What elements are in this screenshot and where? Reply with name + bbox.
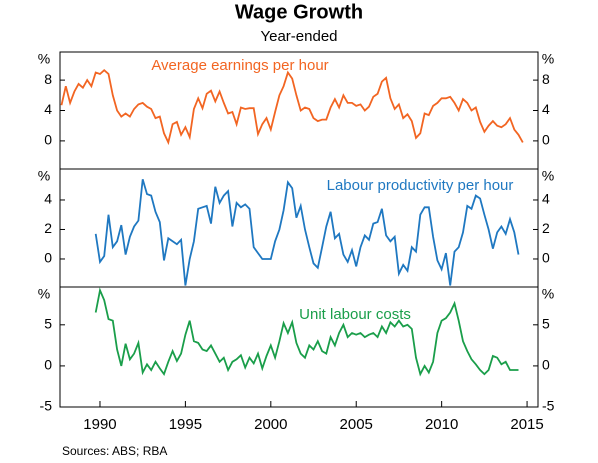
y2-tick-label: 4 — [542, 191, 550, 207]
series-label: Average earnings per hour — [151, 57, 328, 74]
x-tick-label: 2005 — [340, 416, 373, 433]
y2-tick-label: 0 — [542, 357, 550, 373]
data-line — [94, 287, 519, 377]
y-tick-label: 8 — [44, 71, 52, 87]
y2-unit-label: % — [542, 286, 554, 302]
chart-title: Wage Growth — [235, 1, 363, 23]
series-label: Unit labour costs — [299, 306, 411, 323]
series-label: Labour productivity per hour — [327, 177, 514, 194]
data-line — [60, 68, 524, 146]
y2-tick-label: 8 — [542, 71, 550, 87]
y-tick-label: 5 — [44, 316, 52, 332]
y-tick-label: 2 — [44, 220, 52, 236]
source-note: Sources: ABS; RBA — [62, 444, 167, 458]
data-line — [94, 179, 520, 286]
y-tick-label: 0 — [44, 357, 52, 373]
x-tick-label: 2015 — [510, 416, 543, 433]
y-tick-label: 4 — [44, 101, 52, 117]
y2-unit-label: % — [542, 168, 554, 184]
y-tick-label: -5 — [40, 398, 53, 414]
y-unit-label: % — [38, 168, 50, 184]
y2-tick-label: -5 — [542, 398, 555, 414]
x-tick-label: 2010 — [425, 416, 458, 433]
y2-tick-label: 5 — [542, 316, 550, 332]
panel-frame — [59, 286, 539, 408]
x-tick-label: 1990 — [83, 416, 116, 433]
y2-tick-label: 2 — [542, 220, 550, 236]
y-tick-label: 4 — [44, 191, 52, 207]
y2-tick-label: 0 — [542, 132, 550, 148]
y-tick-label: 0 — [44, 132, 52, 148]
y-tick-label: 0 — [44, 250, 52, 266]
y2-tick-label: 4 — [542, 101, 550, 117]
x-tick-label: 1995 — [169, 416, 202, 433]
y-unit-label: % — [38, 51, 50, 67]
y-unit-label: % — [38, 286, 50, 302]
chart-subtitle: Year-ended — [260, 28, 337, 45]
x-tick-label: 2000 — [254, 416, 287, 433]
y2-tick-label: 0 — [542, 250, 550, 266]
y2-unit-label: % — [542, 51, 554, 67]
